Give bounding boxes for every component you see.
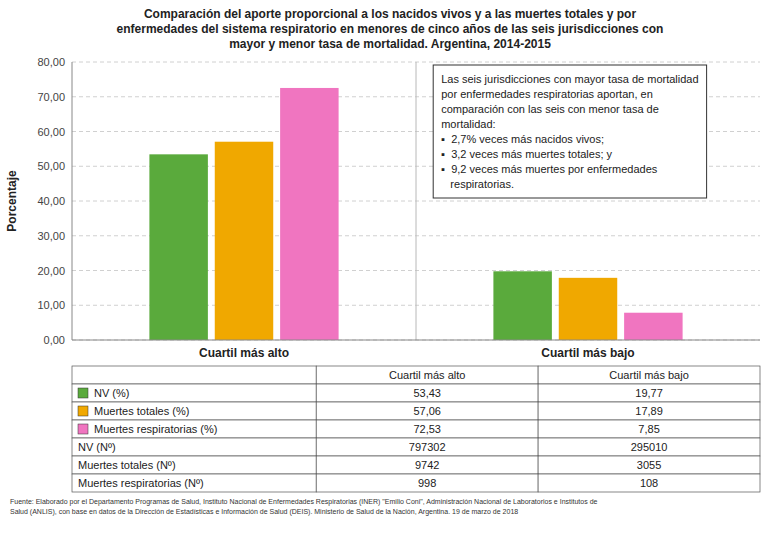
annotation-line: ▪ 3,2 veces más muertes totales; y	[441, 148, 612, 160]
y-axis-label: Porcentaje	[5, 170, 19, 232]
table-cell	[72, 438, 316, 456]
y-tick-label: 0,00	[44, 334, 65, 346]
table-value: 3055	[637, 459, 661, 471]
title-line: Comparación del aporte proporcional a lo…	[144, 7, 636, 21]
table-cell	[538, 474, 760, 492]
table-cell	[316, 438, 538, 456]
y-tick-label: 20,00	[37, 265, 65, 277]
bar	[215, 142, 273, 340]
y-axis-line	[72, 62, 73, 340]
table-value: 108	[640, 477, 658, 489]
source-line: Fuente: Elaborado por el Departamento Pr…	[10, 498, 598, 506]
x-tick-label: Cuartil más bajo	[541, 346, 634, 360]
table-cell	[538, 402, 760, 420]
table-cell	[316, 384, 538, 402]
title: Comparación del aporte proporcional a lo…	[117, 7, 664, 51]
table-value: 57,06	[413, 405, 441, 417]
table-value: 72,53	[413, 423, 441, 435]
table-cell	[538, 366, 760, 384]
grid	[72, 62, 760, 340]
table-cell	[538, 420, 760, 438]
table-value: 7,85	[638, 423, 659, 435]
table-row-label: Muertes respiratorias (Nº)	[78, 477, 204, 489]
annotation-box	[433, 65, 706, 198]
table-cell	[316, 366, 538, 384]
table-value: 53,43	[413, 387, 441, 399]
table-cell	[72, 456, 316, 474]
table-value: 295010	[631, 441, 668, 453]
y-tick-label: 70,00	[37, 91, 65, 103]
y-tick-label: 80,00	[37, 56, 65, 68]
table-cell	[72, 420, 316, 438]
table-cell	[72, 384, 316, 402]
grid-line	[72, 340, 760, 341]
table-row-label: Muertes respiratorias (%)	[94, 423, 217, 435]
x-axis-line	[72, 340, 760, 341]
annotation-line: ▪ 9,2 veces más muertes por enfermedades	[441, 163, 658, 175]
annotation-line: Las seis jurisdicciones con mayor tasa d…	[441, 73, 698, 85]
table-value: 998	[418, 477, 436, 489]
table-cell	[538, 438, 760, 456]
annotation-line: respiratorias.	[441, 178, 514, 190]
annotation-text: Las seis jurisdicciones con mayor tasa d…	[441, 73, 698, 190]
table-row-label: NV (%)	[94, 387, 129, 399]
source: Fuente: Elaborado por el Departamento Pr…	[10, 498, 598, 516]
y-tick-label: 10,00	[37, 299, 65, 311]
annotation-line: mortalidad:	[441, 118, 495, 130]
y-tick-label: 40,00	[37, 195, 65, 207]
x-tick-label: Cuartil más alto	[199, 346, 289, 360]
table-header: Cuartil más alto	[389, 369, 465, 381]
table-value: 17,89	[635, 405, 663, 417]
table-swatch	[78, 406, 88, 416]
table-cell	[72, 474, 316, 492]
table-value: 19,77	[635, 387, 663, 399]
table-cell	[316, 420, 538, 438]
annotation: Las seis jurisdicciones con mayor tasa d…	[433, 65, 706, 198]
table-swatch	[78, 424, 88, 434]
table-row-label: Muertes totales (Nº)	[78, 459, 176, 471]
table-value: 797302	[409, 441, 446, 453]
bar	[280, 88, 338, 340]
table-cell	[316, 402, 538, 420]
group-divider	[416, 62, 417, 340]
y-tick-label: 50,00	[37, 160, 65, 172]
table-row-label: NV (Nº)	[78, 441, 116, 453]
chart: Comparación del aporte proporcional a lo…	[0, 0, 780, 540]
annotation-line: ▪ 2,7% veces más nacidos vivos;	[441, 133, 604, 145]
table-header: Cuartil más bajo	[609, 369, 688, 381]
bar	[493, 271, 551, 340]
y-tick-label: 60,00	[37, 126, 65, 138]
bar	[559, 278, 617, 340]
table-cell	[538, 384, 760, 402]
table-swatch	[78, 388, 88, 398]
annotation-line: por enfermedades respiratorias aportan, …	[441, 88, 653, 100]
source-line: Salud (ANLIS), con base en datos de la D…	[10, 508, 518, 516]
title-line: enfermedades del sistema respiratorio en…	[117, 22, 664, 36]
annotation-line: comparación con las seis con menor tasa …	[441, 103, 659, 115]
bar	[149, 154, 207, 340]
title-line: mayor y menor tasa de mortalidad. Argent…	[229, 37, 551, 51]
table-cell	[316, 456, 538, 474]
table-cell	[316, 474, 538, 492]
table-cell	[538, 456, 760, 474]
table-value: 9742	[415, 459, 439, 471]
table-row-label: Muertes totales (%)	[94, 405, 189, 417]
bar	[624, 313, 682, 340]
table-cell	[72, 366, 316, 384]
table-cell	[72, 402, 316, 420]
y-tick-label: 30,00	[37, 230, 65, 242]
table: Cuartil más alto Cuartil más bajo NV (%) 53…	[72, 366, 760, 492]
